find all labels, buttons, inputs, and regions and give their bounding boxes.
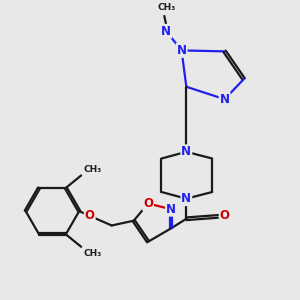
Text: N: N — [161, 25, 171, 38]
Text: CH₃: CH₃ — [83, 165, 101, 174]
Text: CH₃: CH₃ — [83, 249, 101, 258]
Text: O: O — [85, 209, 95, 222]
Text: N: N — [177, 44, 187, 57]
Text: N: N — [182, 145, 191, 158]
Text: N: N — [182, 192, 191, 205]
Text: N: N — [220, 93, 230, 106]
Text: O: O — [220, 209, 230, 222]
Text: N: N — [166, 203, 176, 216]
Text: O: O — [143, 197, 153, 210]
Text: CH₃: CH₃ — [157, 3, 176, 12]
